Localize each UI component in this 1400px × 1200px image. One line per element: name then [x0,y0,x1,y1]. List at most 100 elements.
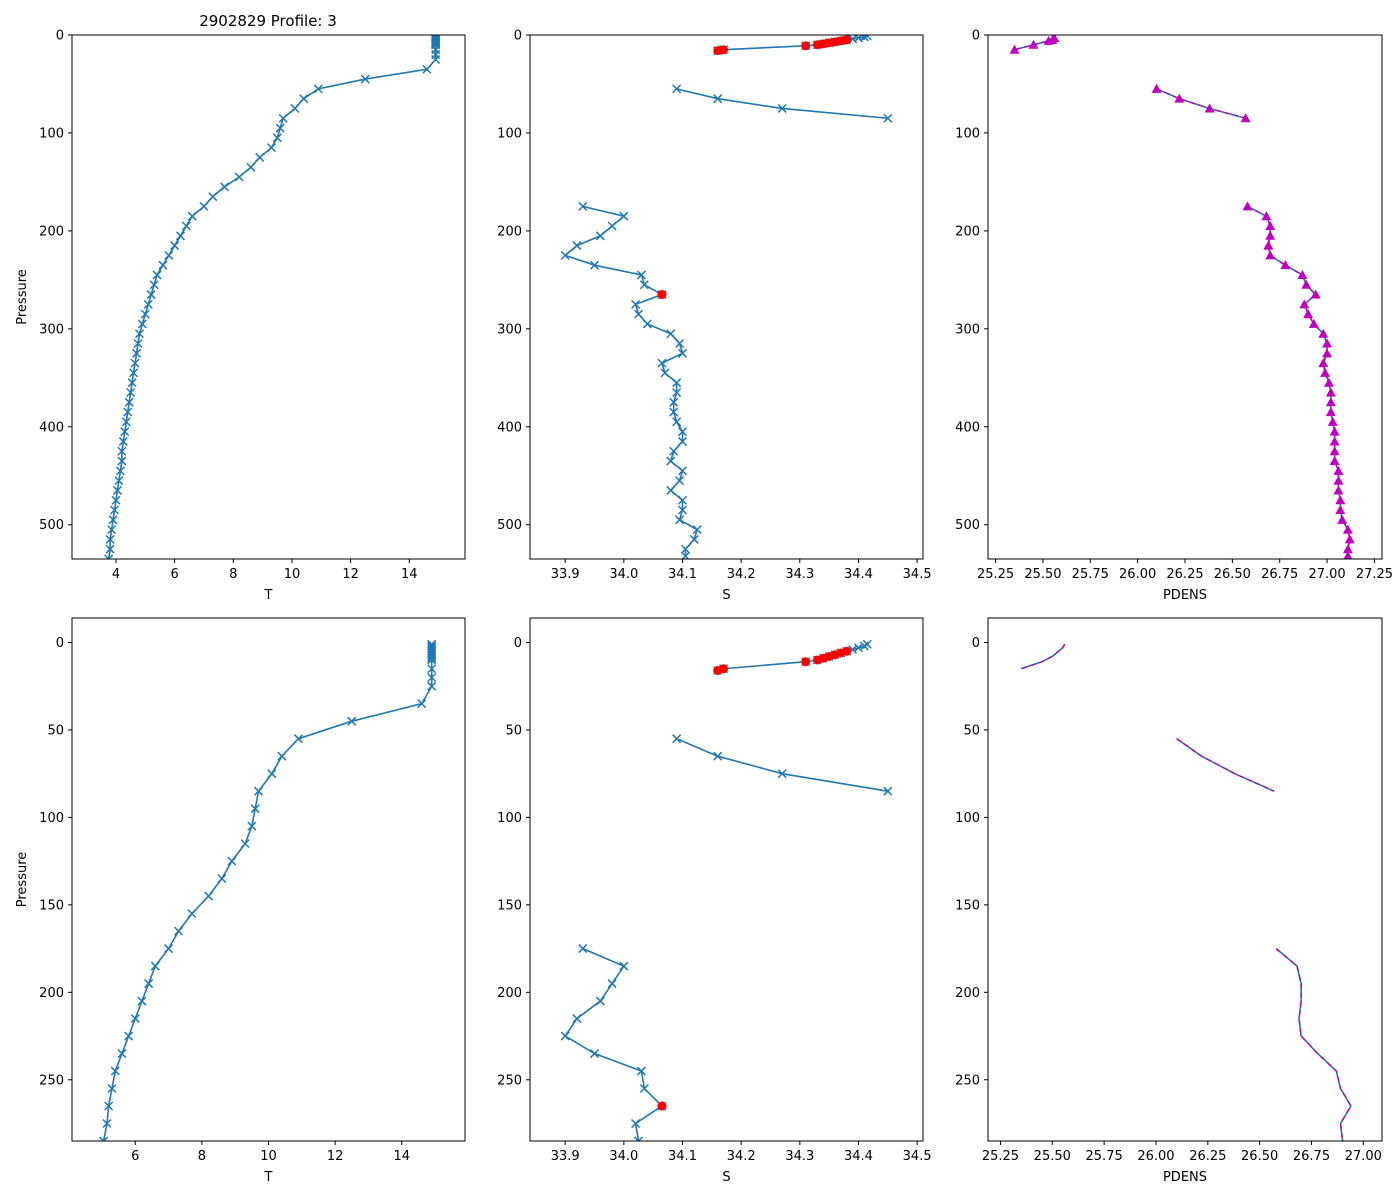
x-tick-label-s-bottom-4: 34.3 [785,1149,814,1164]
data-point-s-top-2-25 [669,446,679,456]
x-tick-label-s-bottom-0: 33.9 [551,1149,580,1164]
data-point-s-bottom-2-0 [578,944,588,954]
data-point-t-top-0-31 [170,241,180,251]
density-dashed-line-pd-bottom-2 [1275,948,1352,1141]
data-point-t-bottom-0-31 [130,1014,140,1024]
data-point-s-top-2-29 [666,485,676,495]
y-tick-label-pd-top-0: 0 [972,29,980,44]
data-point-s-bottom-0-2 [853,643,864,653]
plot-area-s-bottom [560,639,893,1141]
y-tick-label-s-bottom-1: 50 [505,723,522,738]
x-axis-label-pd-top: PDENS [1163,588,1207,603]
x-tick-label-pd-bottom-6: 26.75 [1293,1149,1330,1164]
data-point-t-bottom-0-29 [144,979,154,989]
data-point-pd-top-2-6 [1280,260,1291,270]
x-tick-label-s-top-4: 34.3 [785,567,814,582]
data-point-t-bottom-0-22 [227,856,237,866]
data-point-t-bottom-0-18 [253,786,264,796]
data-point-s-bottom-2-5 [560,1031,570,1041]
x-tick-label-s-top-5: 34.4 [844,567,873,582]
data-point-t-top-0-40 [134,329,144,339]
data-point-pd-top-1-3 [1240,113,1251,123]
x-tick-label-s-bottom-3: 34.2 [727,1149,756,1164]
x-tick-label-s-top-0: 33.9 [551,567,580,582]
data-point-s-top-2-23 [677,427,688,437]
data-point-s-top-2-17 [660,368,670,378]
data-point-t-top-0-42 [131,348,142,358]
axes-frame-s-top [529,34,924,560]
data-point-pd-top-2-11 [1303,309,1314,319]
data-point-t-bottom-0-30 [137,996,147,1006]
x-tick-label-s-top-1: 34.0 [609,567,638,582]
axes-frame-t-top [71,34,466,560]
data-point-t-top-0-32 [164,250,174,260]
data-point-t-top-0-44 [129,368,139,378]
data-point-t-top-0-60 [107,525,117,535]
y-tick-label-t-top-1: 100 [39,126,64,141]
data-point-t-bottom-0-37 [102,1118,112,1129]
data-point-t-top-0-53 [117,456,127,466]
data-point-t-top-0-13 [422,64,432,74]
data-point-t-top-0-23 [246,162,256,172]
data-point-s-top-2-12 [642,319,652,329]
x-tick-label-t-top-3: 10 [284,567,301,582]
y-tick-label-pd-bottom-0: 0 [972,636,980,651]
data-point-s-top-2-22 [672,417,682,427]
data-point-pd-top-2-32 [1337,514,1348,524]
data-point-s-top-2-3 [595,231,605,241]
panel-t-bottom: 6 8 10 12 14 0 50 100 150 200 250 T Pressure [15,617,466,1185]
x-tick-label-pd-top-6: 26.75 [1261,567,1298,582]
data-point-s-bottom-1-1 [713,751,723,761]
plot-area-t-top [104,35,441,559]
data-point-t-top-0-51 [118,436,128,446]
x-tick-label-pd-bottom-3: 26.00 [1137,1149,1174,1164]
data-point-pd-top-1-1 [1174,93,1185,103]
data-point-s-top-2-11 [633,309,644,319]
panel-pd-bottom: 25.25 25.50 25.75 26.00 26.25 26.50 26.75 27.00… [955,617,1383,1185]
series-line-s-top-1 [676,88,888,120]
data-point-pd-top-2-0 [1242,201,1253,211]
data-point-s-top-0-0 [862,35,872,41]
x-tick-label-t-bottom-2: 10 [260,1149,277,1164]
flagged-point-s-bottom-0-9 [657,1101,667,1111]
data-point-t-top-0-56 [112,485,122,495]
data-point-s-top-1-3 [883,113,893,123]
data-point-pd-top-2-24 [1329,436,1340,446]
y-tick-label-t-bottom-1: 50 [47,723,64,738]
x-axis-label-t-bottom: T [264,1170,273,1185]
data-point-t-top-0-62 [105,544,115,554]
plot-area-pd-top [1009,35,1355,559]
data-point-pd-top-2-35 [1342,544,1353,554]
data-point-s-top-2-6 [589,260,600,270]
data-point-t-top-0-22 [255,152,265,162]
flagged-point-s-bottom-0-5 [812,655,822,665]
y-tick-label-s-bottom-5: 250 [497,1073,522,1088]
data-point-t-bottom-0-33 [117,1049,127,1059]
data-point-s-bottom-1-0 [672,734,682,744]
flagged-point-s-top-0-9 [657,290,667,300]
data-point-pd-top-2-21 [1325,407,1336,417]
x-tick-label-pd-top-2: 25.75 [1072,567,1109,582]
data-point-t-top-0-52 [117,446,127,456]
data-point-pd-top-2-12 [1308,318,1319,328]
y-tick-label-t-bottom-4: 200 [39,986,64,1001]
data-point-s-bottom-2-7 [636,1066,646,1076]
data-point-pd-top-0-4 [1009,44,1020,54]
data-point-t-top-0-19 [275,123,285,133]
x-tick-label-pd-bottom-5: 26.50 [1241,1149,1278,1164]
data-point-s-top-2-4 [572,241,582,251]
data-point-s-top-2-2 [607,221,617,231]
data-point-pd-top-0-3 [1028,39,1039,49]
data-point-s-top-2-13 [666,329,676,339]
data-point-t-top-0-24 [234,172,244,182]
data-point-t-bottom-0-20 [247,821,257,831]
data-point-t-top-0-63 [104,554,114,559]
panel-s-top: 33.9 34.0 34.1 34.2 34.3 34.4 34.5 0 100 200 300 40… [497,29,931,604]
y-tick-label-t-top-5: 500 [39,518,64,533]
y-tick-label-s-top-0: 0 [514,29,522,44]
data-point-s-bottom-2-11 [633,1136,644,1141]
data-point-t-top-0-58 [109,505,120,515]
y-tick-label-s-top-4: 400 [497,420,522,435]
data-point-t-bottom-0-25 [187,909,197,919]
